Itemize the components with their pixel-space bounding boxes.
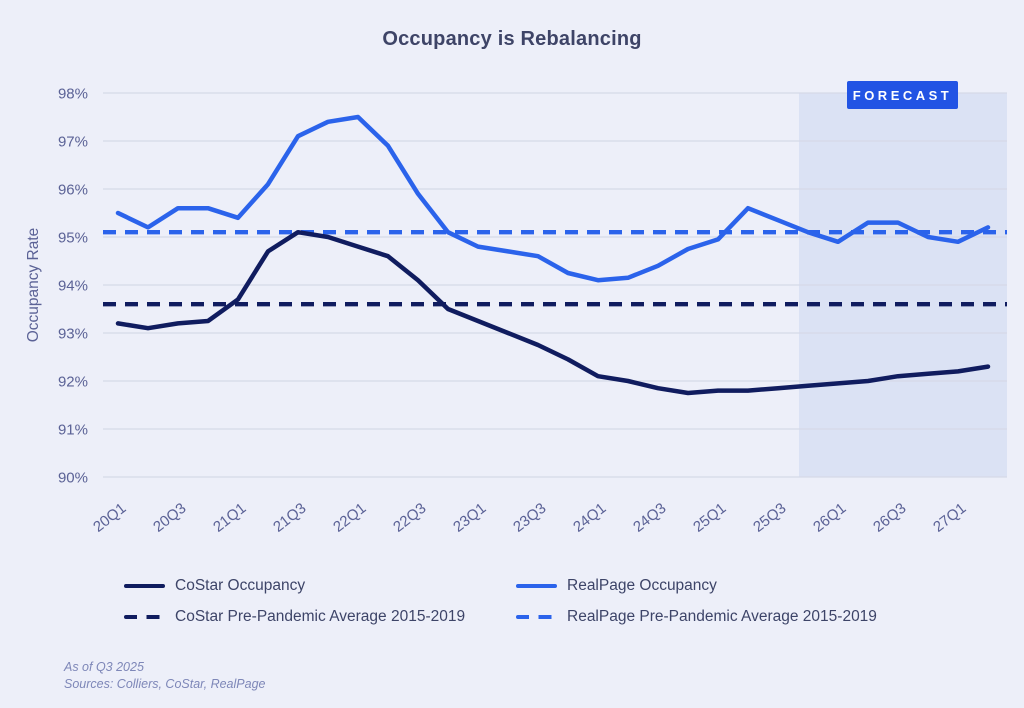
forecast-badge: FORECAST (847, 81, 958, 109)
svg-text:96%: 96% (58, 182, 88, 199)
y-axis-label: Occupancy Rate (25, 228, 42, 343)
legend-label: RealPage Occupancy (567, 577, 717, 594)
svg-text:95%: 95% (58, 230, 88, 247)
svg-text:25Q1: 25Q1 (690, 500, 729, 536)
realpage-occupancy-line (115, 114, 991, 283)
svg-text:91%: 91% (58, 422, 88, 439)
chart-footnote: As of Q3 2025 Sources: Colliers, CoStar,… (64, 659, 265, 694)
svg-text:20Q1: 20Q1 (90, 500, 129, 536)
svg-text:27Q1: 27Q1 (930, 500, 969, 536)
legend-label: RealPage Pre-Pandemic Average 2015-2019 (567, 608, 877, 625)
as-of-date: As of Q3 2025 (64, 660, 144, 674)
svg-text:97%: 97% (58, 134, 88, 151)
legend-item-costar-prepandemic-average: CoStar Pre-Pandemic Average 2015-2019 (124, 608, 516, 626)
legend-item-realpage-occupancy: RealPage Occupancy (516, 577, 877, 595)
costar-dashed-swatch-icon (124, 614, 165, 620)
svg-text:22Q3: 22Q3 (390, 500, 429, 536)
sources-line: Sources: Colliers, CoStar, RealPage (64, 677, 266, 692)
legend-label: CoStar Occupancy (175, 577, 306, 594)
legend-label: CoStar Pre-Pandemic Average 2015-2019 (175, 608, 466, 625)
svg-text:90%: 90% (58, 470, 88, 487)
legend-item-costar-occupancy: CoStar Occupancy (124, 577, 516, 595)
svg-text:26Q3: 26Q3 (870, 500, 909, 536)
svg-text:20Q3: 20Q3 (150, 500, 189, 536)
x-tick-labels: 20Q1 20Q3 21Q1 21Q3 22Q1 22Q3 23Q1 23Q3 24Q1 24Q3… (90, 500, 969, 536)
realpage-line-swatch-icon (516, 583, 557, 589)
svg-text:23Q1: 23Q1 (450, 500, 489, 536)
chart-legend: CoStar Occupancy RealPage Occupancy CoSt… (124, 577, 877, 626)
svg-text:92%: 92% (58, 374, 88, 391)
svg-text:26Q1: 26Q1 (810, 500, 849, 536)
realpage-dashed-swatch-icon (516, 614, 557, 620)
svg-text:21Q3: 21Q3 (270, 500, 309, 536)
svg-text:94%: 94% (58, 278, 88, 295)
svg-text:24Q1: 24Q1 (570, 500, 609, 536)
svg-text:23Q3: 23Q3 (510, 500, 549, 536)
svg-text:22Q1: 22Q1 (330, 500, 369, 536)
svg-text:21Q1: 21Q1 (210, 500, 249, 536)
costar-occupancy-line (115, 229, 991, 396)
legend-item-realpage-prepandemic-average: RealPage Pre-Pandemic Average 2015-2019 (516, 608, 877, 626)
svg-text:24Q3: 24Q3 (630, 500, 669, 536)
y-tick-labels: 90% 91% 92% 93% 94% 95% 96% 97% 98% (58, 86, 88, 487)
costar-line-swatch-icon (124, 583, 165, 589)
page-title: Occupancy is Rebalancing (382, 28, 642, 50)
svg-text:93%: 93% (58, 326, 88, 343)
svg-text:25Q3: 25Q3 (750, 500, 789, 536)
svg-text:98%: 98% (58, 86, 88, 103)
